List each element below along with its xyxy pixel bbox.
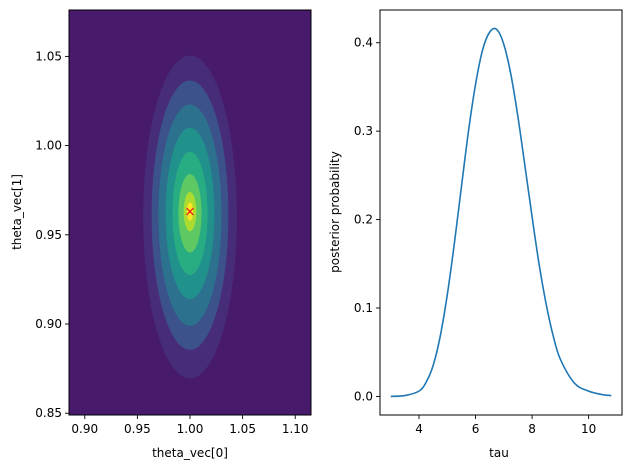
contour-y-tick-label: 0.95 (35, 228, 62, 242)
mode-marker (186, 207, 194, 216)
contour-x-tick-label: 1.10 (282, 422, 309, 436)
line-x-axis-label: tau (489, 446, 509, 460)
line-y-tick-label: 0.0 (354, 389, 373, 403)
contour-y-tick-label: 0.85 (35, 406, 62, 420)
line-x-tick-label: 4 (415, 422, 423, 436)
mode-marker-stroke (186, 207, 194, 216)
contour-y-tick-label: 1.05 (35, 49, 62, 63)
contour-x-tick-label: 1.00 (177, 422, 204, 436)
contour-y-axis-label: theta_vec[1] (10, 174, 24, 250)
contour-x-tick-label: 1.05 (229, 422, 256, 436)
line-axes-frame (379, 9, 623, 416)
line-x-tick-label: 10 (581, 422, 596, 436)
posterior-line (390, 27, 612, 398)
line-y-tick-label: 0.3 (354, 124, 373, 138)
contour-x-ticks: 0.90 0.95 1.00 1.05 1.10 (71, 415, 309, 436)
line-x-tick-label: 6 (472, 422, 480, 436)
line-x-tick-label: 8 (528, 422, 536, 436)
contour-y-tick-label: 1.00 (35, 139, 62, 153)
line-y-tick-label: 0.4 (354, 36, 373, 50)
contour-panel: 0.90 0.95 1.00 1.05 1.10 0.85 0.90 0.95 1.00 1.0… (10, 9, 312, 460)
contour-x-tick-label: 0.95 (124, 422, 151, 436)
line-y-tick-label: 0.1 (354, 301, 373, 315)
line-y-ticks: 0.0 0.1 0.2 0.3 0.4 (354, 36, 380, 403)
contour-y-tick-label: 0.90 (35, 317, 62, 331)
contour-y-ticks: 0.85 0.90 0.95 1.00 1.05 (35, 49, 69, 420)
line-x-ticks: 4 6 8 10 (415, 415, 596, 436)
contour-x-axis-label: theta_vec[0] (152, 446, 228, 460)
contour-levels (143, 55, 237, 379)
line-y-tick-label: 0.2 (354, 213, 373, 227)
line-y-axis-label: posterior probability (328, 151, 342, 273)
contour-x-tick-label: 0.90 (71, 422, 98, 436)
line-panel: 4 6 8 10 0.0 0.1 0.2 0.3 0.4 tau posterior prob… (328, 9, 623, 460)
